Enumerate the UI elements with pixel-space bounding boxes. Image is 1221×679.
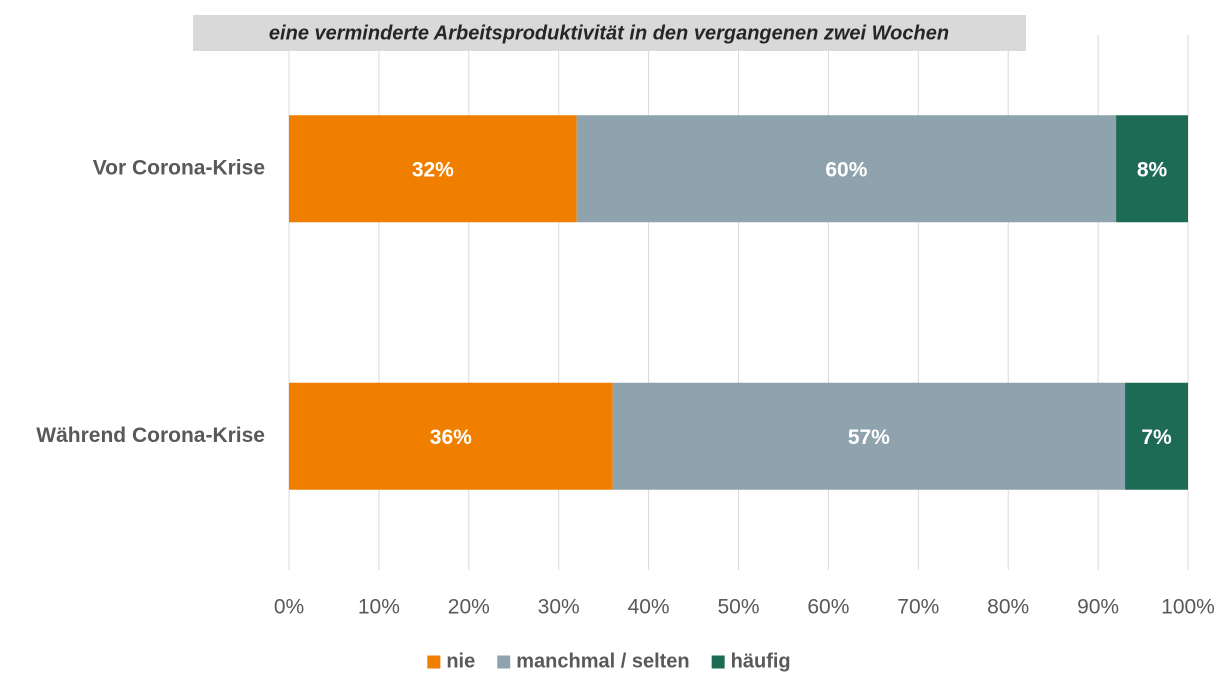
legend-label: manchmal / selten	[516, 650, 689, 672]
bar-segment	[289, 382, 613, 490]
x-tick-label: 80%	[987, 596, 1029, 619]
bar-segment	[1116, 115, 1188, 223]
data-label: 32%	[412, 158, 454, 181]
data-label: 7%	[1141, 426, 1172, 449]
y-tick-label: Während Corona-Krise	[36, 424, 265, 447]
x-tick-label: 60%	[807, 596, 849, 619]
legend-label: nie	[446, 650, 475, 672]
bar-segment	[576, 115, 1117, 223]
legend-label: häufig	[731, 650, 791, 672]
data-label: 8%	[1137, 158, 1168, 181]
data-label: 36%	[430, 426, 472, 449]
x-tick-label: 0%	[274, 596, 304, 619]
x-tick-label: 10%	[358, 596, 400, 619]
legend-swatch	[711, 655, 725, 669]
x-tick-label: 50%	[717, 596, 759, 619]
chart-title: eine verminderte Arbeitsproduktivität in…	[269, 22, 949, 44]
data-label: 60%	[825, 158, 867, 181]
legend-swatch	[427, 655, 441, 669]
y-tick-label: Vor Corona-Krise	[93, 156, 265, 179]
data-label: 57%	[848, 426, 890, 449]
x-tick-label: 100%	[1161, 596, 1215, 619]
legend-swatch	[497, 655, 511, 669]
x-tick-label: 70%	[897, 596, 939, 619]
bar-segment	[612, 382, 1126, 490]
x-tick-label: 90%	[1077, 596, 1119, 619]
bar-segment	[1125, 382, 1188, 490]
x-tick-label: 20%	[448, 596, 490, 619]
x-tick-label: 40%	[628, 596, 670, 619]
bar-segment	[289, 115, 577, 223]
x-tick-label: 30%	[538, 596, 580, 619]
title-box	[193, 15, 1026, 51]
